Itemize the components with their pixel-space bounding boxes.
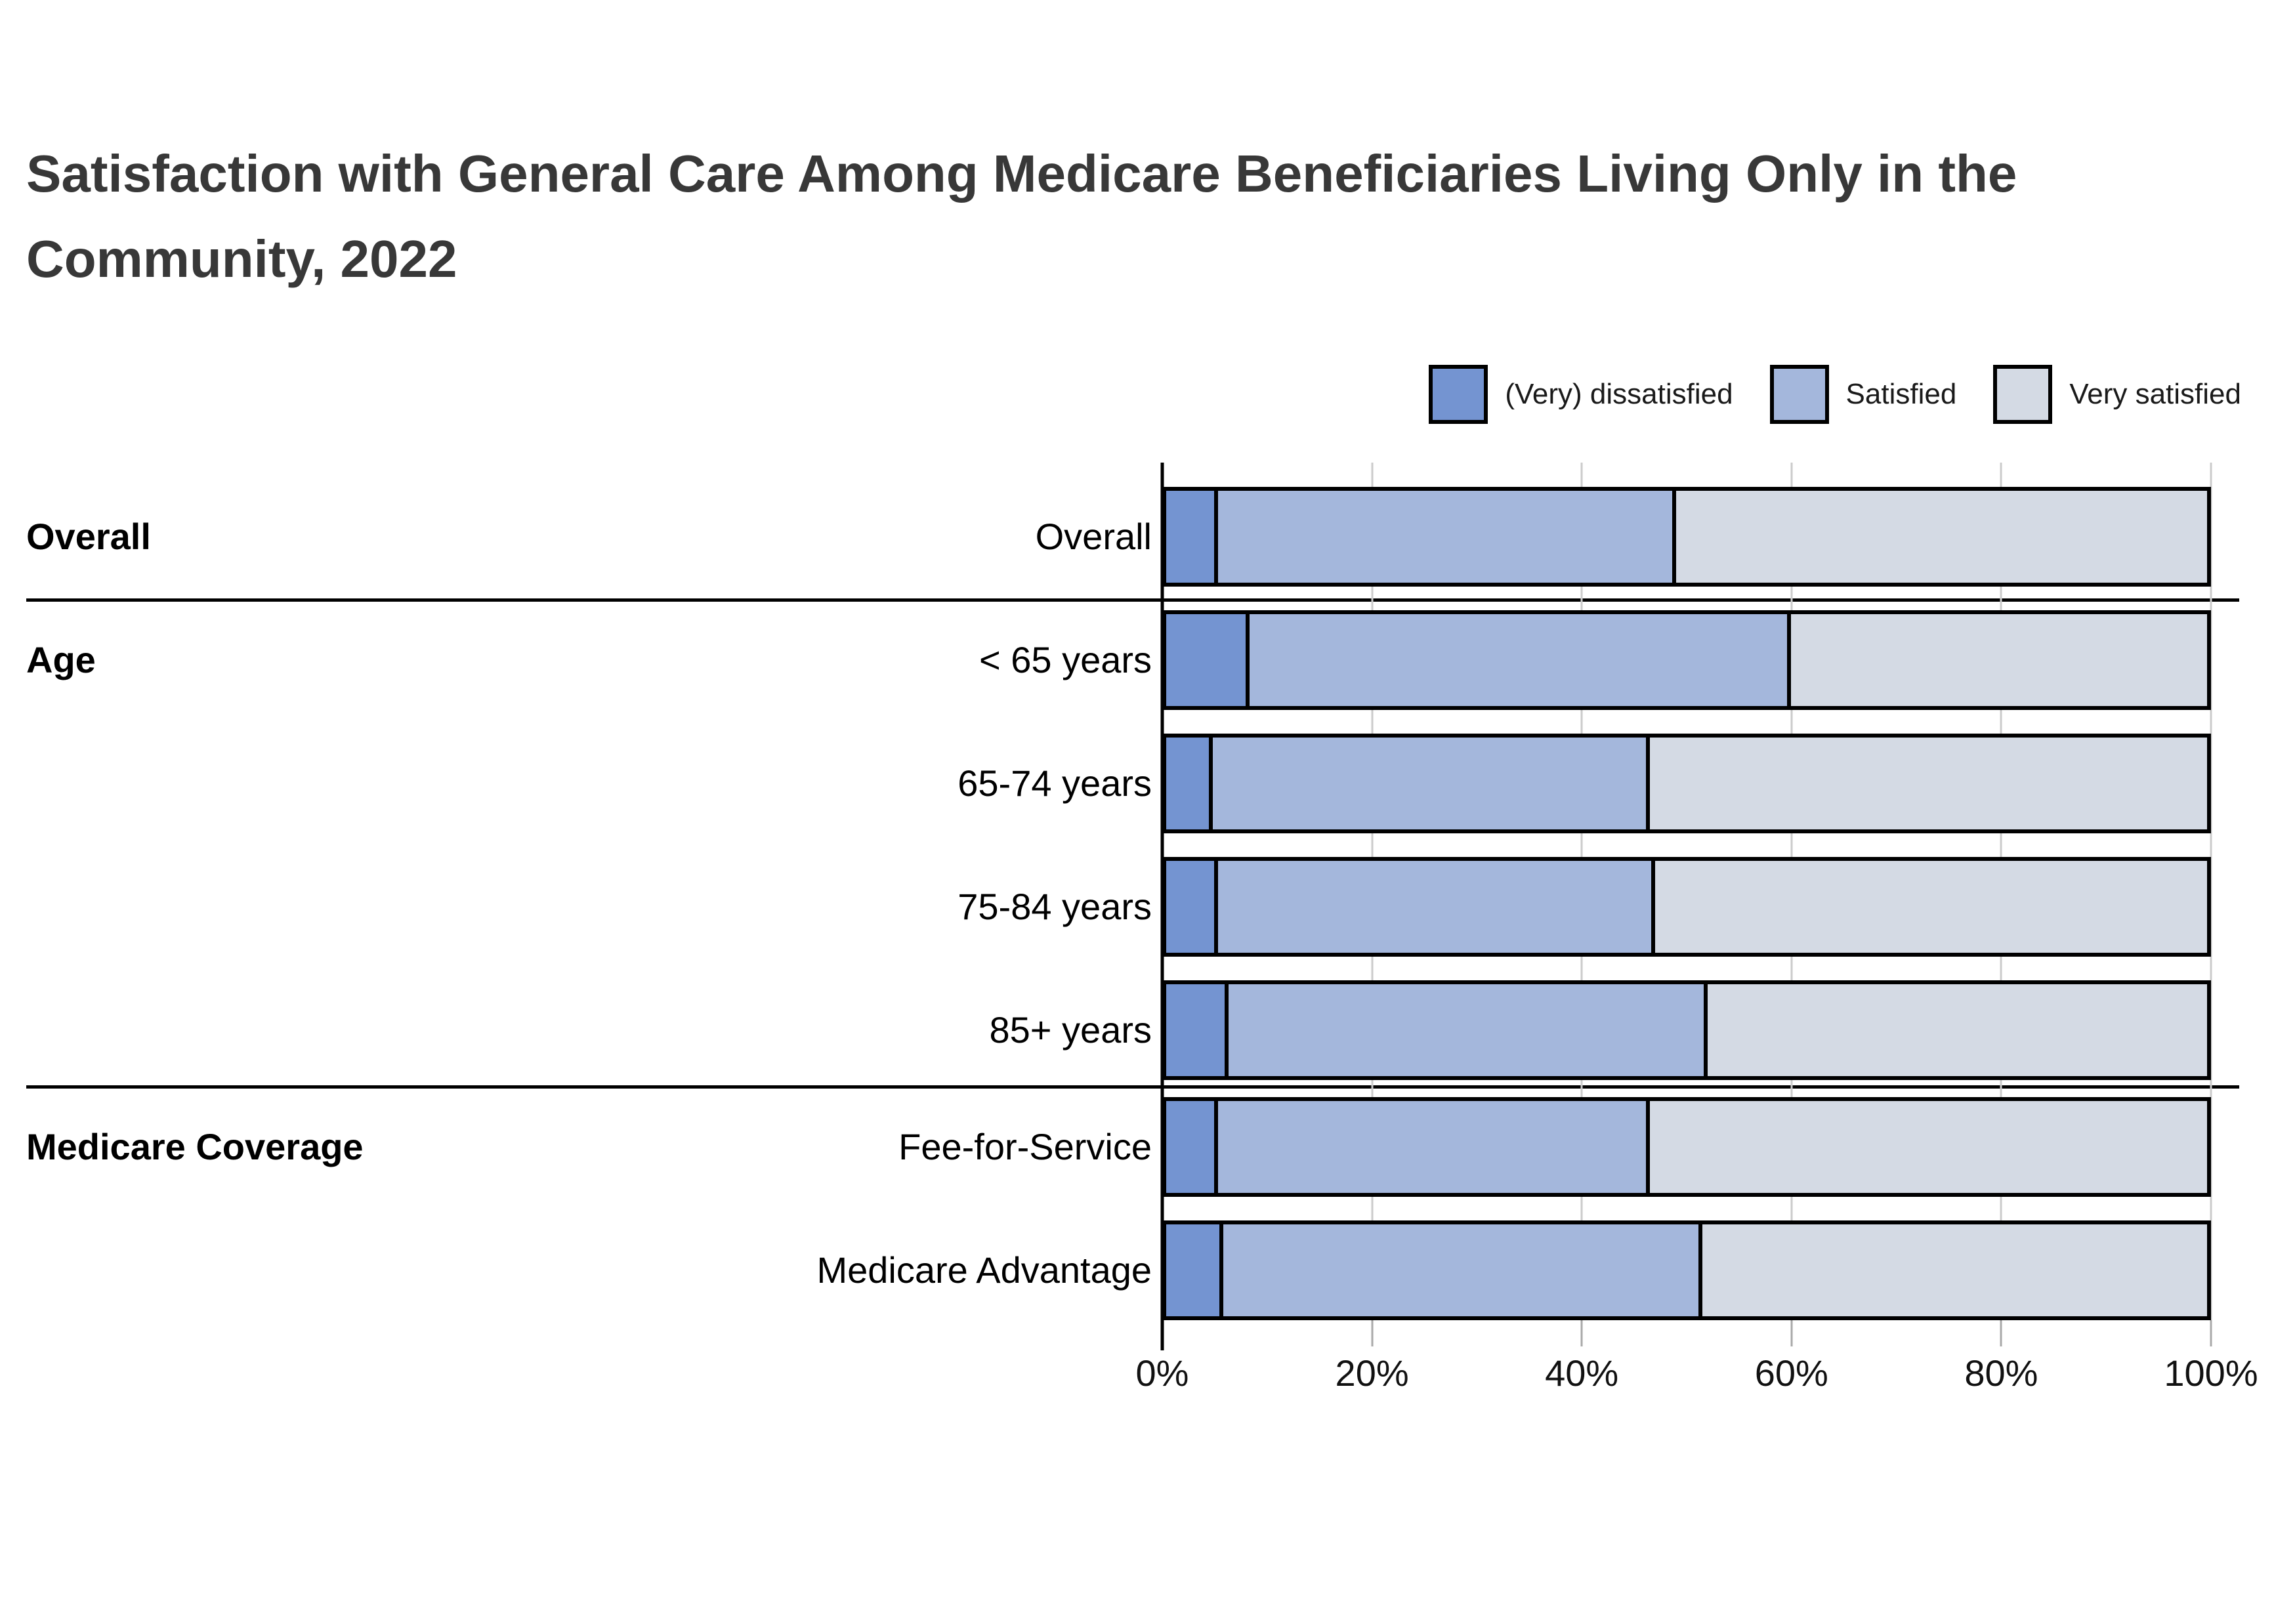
bar-segment-satisfied — [1218, 1101, 1651, 1193]
bar-row-75-84-years — [1162, 857, 2211, 957]
row-label-65-74-years: 65-74 years — [958, 762, 1152, 804]
legend-item-label: Very satisfied — [2069, 378, 2241, 410]
legend: (Very) dissatisfied Satisfied Very satisfi… — [1429, 365, 2241, 424]
bar-segment-satisfied — [1218, 861, 1656, 953]
bar-segment--very-dissatisfied — [1166, 984, 1229, 1076]
bar-segment-very-satisfied — [1676, 491, 2207, 583]
x-axis-tick-label: 100% — [2164, 1352, 2258, 1394]
chart-title: Satisfaction with General Care Among Med… — [26, 131, 2258, 302]
x-axis-tick-label: 40% — [1545, 1352, 1619, 1394]
legend-swatch-icon — [1429, 365, 1488, 424]
bar-segment--very-dissatisfied — [1166, 614, 1250, 706]
x-axis-tick-label: 20% — [1335, 1352, 1409, 1394]
bar-segment-very-satisfied — [1655, 861, 2207, 953]
group-label-age: Age — [26, 639, 96, 680]
bar-row-85-years — [1162, 980, 2211, 1080]
legend-item-1: Satisfied — [1769, 365, 1957, 424]
section-separator-overall-age — [26, 598, 2239, 602]
bar-row-medicare-advantage — [1162, 1220, 2211, 1320]
bar-segment--very-dissatisfied — [1166, 1101, 1219, 1193]
legend-item-0: (Very) dissatisfied — [1429, 365, 1733, 424]
plot-area: 0% 20% 40% 60% 80% 100% — [1136, 463, 2258, 1394]
row-label--65-years: < 65 years — [979, 639, 1152, 680]
row-label-fee-for-service: Fee-for-Service — [898, 1126, 1152, 1167]
x-axis-tick-0 — [1160, 1320, 1164, 1350]
bar-segment-satisfied — [1223, 1224, 1702, 1316]
legend-item-label: Satisfied — [1845, 378, 1957, 410]
gridline-100 — [2210, 463, 2212, 1320]
bar-segment-very-satisfied — [1707, 984, 2207, 1076]
bar-segment-very-satisfied — [1650, 738, 2207, 829]
bar-segment-very-satisfied — [1790, 614, 2207, 706]
bar-row-overall — [1162, 487, 2211, 587]
bar-row-fee-for-service — [1162, 1097, 2211, 1197]
bar-segment-satisfied — [1213, 738, 1651, 829]
bar-segment--very-dissatisfied — [1166, 861, 1219, 953]
row-label-85-years: 85+ years — [989, 1009, 1152, 1051]
legend-item-2: Very satisfied — [1993, 365, 2241, 424]
bar-row--65-years — [1162, 610, 2211, 710]
x-axis-tick-100 — [2210, 1320, 2212, 1346]
row-label-medicare-advantage: Medicare Advantage — [816, 1249, 1152, 1291]
chart-title-line-2: Community, 2022 — [26, 230, 457, 288]
row-label-75-84-years: 75-84 years — [958, 886, 1152, 927]
row-label-overall: Overall — [1035, 516, 1152, 557]
legend-item-label: (Very) dissatisfied — [1505, 378, 1733, 410]
group-label-medicare-coverage: Medicare Coverage — [26, 1126, 364, 1167]
bar-segment-satisfied — [1218, 491, 1677, 583]
bar-row-65-74-years — [1162, 734, 2211, 833]
x-axis-tick-60 — [1790, 1320, 1793, 1346]
x-axis-tick-label: 80% — [1964, 1352, 2038, 1394]
bar-segment-satisfied — [1249, 614, 1791, 706]
x-axis-tick-label: 60% — [1754, 1352, 1828, 1394]
group-label-overall: Overall — [26, 516, 151, 557]
legend-swatch-icon — [1769, 365, 1829, 424]
chart-title-line-1: Satisfaction with General Care Among Med… — [26, 144, 2017, 203]
x-axis-tick-80 — [2000, 1320, 2002, 1346]
bar-segment--very-dissatisfied — [1166, 738, 1213, 829]
section-separator-age-coverage — [26, 1085, 2239, 1089]
bar-segment-satisfied — [1229, 984, 1708, 1076]
x-axis-tick-label: 0% — [1135, 1352, 1189, 1394]
x-axis-tick-40 — [1580, 1320, 1583, 1346]
legend-swatch-icon — [1993, 365, 2053, 424]
bar-segment--very-dissatisfied — [1166, 1224, 1224, 1316]
bar-segment-very-satisfied — [1702, 1224, 2207, 1316]
bar-segment-very-satisfied — [1650, 1101, 2207, 1193]
x-axis-tick-20 — [1371, 1320, 1374, 1346]
bar-segment--very-dissatisfied — [1166, 491, 1219, 583]
